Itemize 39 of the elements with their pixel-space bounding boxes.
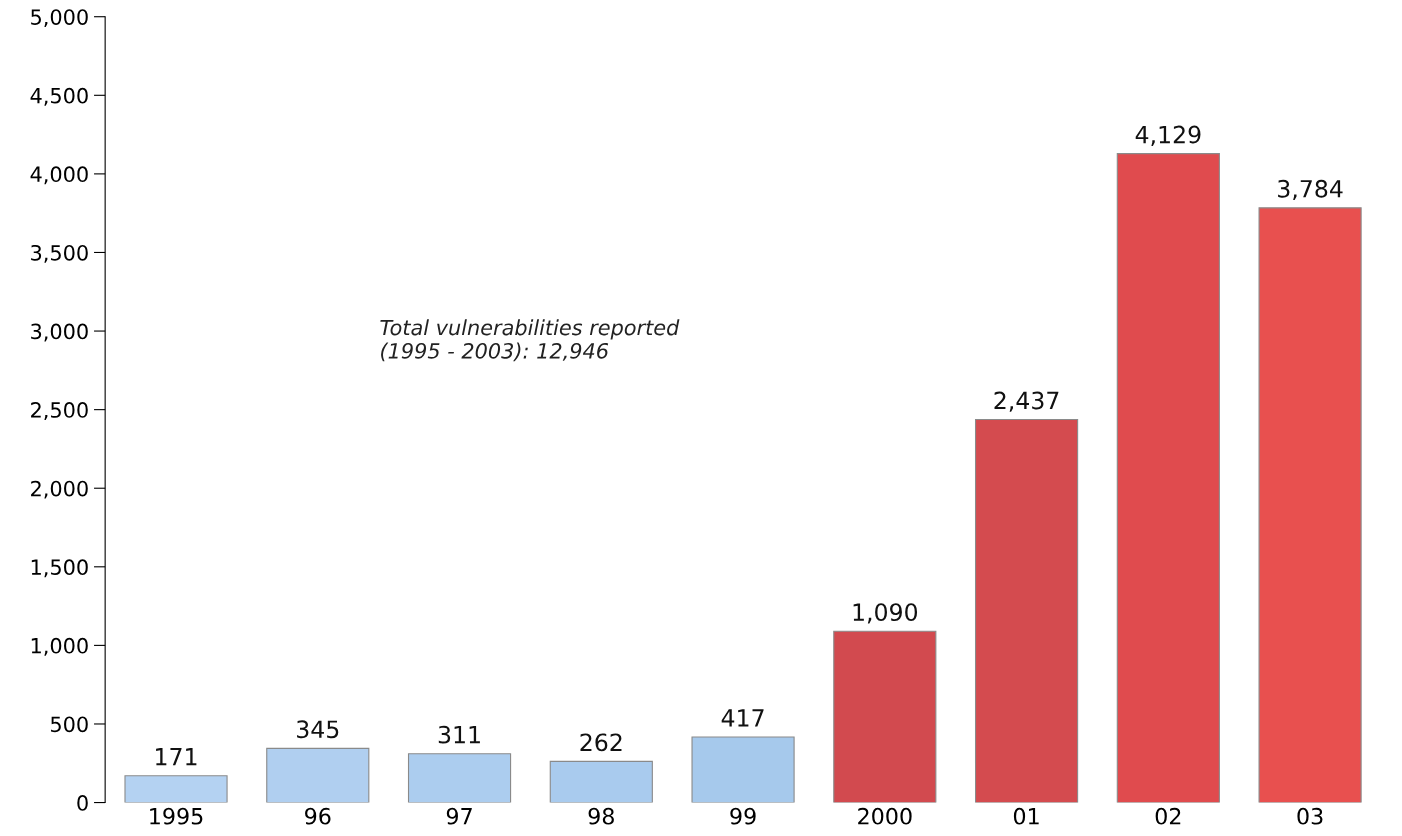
- bar: [691, 736, 795, 803]
- x-tick-label: 01: [1013, 807, 1039, 825]
- bar: [1116, 153, 1220, 803]
- x-tick-label: 02: [1155, 807, 1181, 825]
- x-tick-label: 96: [305, 807, 331, 825]
- bar: [266, 747, 370, 803]
- y-tick-label: 2,500: [31, 402, 88, 420]
- data-label: 3,784: [1278, 179, 1343, 201]
- bar: [974, 418, 1079, 803]
- data-label: 311: [438, 725, 480, 744]
- annotation: Total vulnerabilities reported (1995 - 2003): 12,946: [380, 319, 680, 362]
- y-tick-label: 3,500: [31, 244, 88, 263]
- y-tick-label: 4,000: [30, 166, 88, 185]
- x-tick-label: 98: [588, 807, 614, 825]
- data-label: 1,090: [853, 603, 918, 624]
- data-label: 262: [580, 733, 622, 752]
- data-label: 171: [156, 748, 197, 766]
- x-tick-label: 2000: [858, 807, 912, 825]
- data-label: 345: [297, 720, 339, 739]
- data-label: 417: [721, 709, 764, 727]
- y-tick-label: 5,000: [31, 9, 88, 28]
- bar: [124, 775, 228, 803]
- y-tick-label: 500: [51, 716, 88, 733]
- x-tick-label: 97: [446, 807, 472, 825]
- bar: [407, 753, 512, 803]
- data-label: 2,437: [994, 391, 1059, 412]
- y-tick-label: 0: [77, 795, 88, 811]
- bar: [1258, 207, 1362, 803]
- x-tick-label: 03: [1297, 807, 1323, 825]
- data-label: 4,129: [1135, 125, 1201, 146]
- x-tick-label: 99: [730, 807, 756, 825]
- y-tick-label: 1,000: [31, 637, 88, 656]
- bar: [833, 630, 937, 803]
- y-tick-label: 4,500: [30, 87, 88, 106]
- y-tick-label: 2,000: [31, 480, 88, 499]
- y-tick-label: 1,500: [31, 559, 88, 578]
- x-tick-label: 1995: [150, 807, 203, 825]
- y-tick-label: 3,000: [31, 323, 88, 342]
- bar: [549, 760, 653, 803]
